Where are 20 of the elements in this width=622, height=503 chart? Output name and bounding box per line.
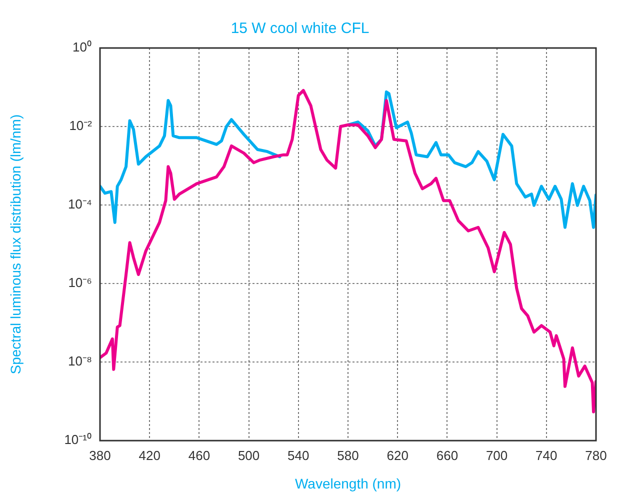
x-tick-label: 620 <box>386 448 408 463</box>
y-tick-label: 10⁰ <box>72 40 92 55</box>
x-tick-label: 460 <box>188 448 210 463</box>
x-tick-label: 380 <box>89 448 111 463</box>
x-tick-label: 780 <box>585 448 607 463</box>
x-tick-label: 740 <box>536 448 558 463</box>
x-tick-label: 580 <box>337 448 359 463</box>
y-tick-label: 10⁻⁴ <box>68 196 92 212</box>
y-tick-label: 10⁻⁶ <box>68 275 92 290</box>
y-axis-title: Spectral luminous flux distribution (lm/nm) <box>7 114 24 374</box>
x-tick-label: 700 <box>486 448 508 463</box>
x-tick-label: 540 <box>288 448 310 463</box>
x-axis-title: Wavelength (nm) <box>294 475 402 492</box>
y-tick-label: 10⁻¹⁰ <box>64 432 92 448</box>
y-tick-label: 10⁻⁸ <box>68 354 92 369</box>
y-tick-label: 10⁻² <box>69 118 93 134</box>
x-tick-label: 660 <box>436 448 458 463</box>
x-tick-label: 500 <box>238 448 260 463</box>
chart-title: 15 W cool white CFL <box>230 20 370 38</box>
x-tick-label: 420 <box>138 448 160 463</box>
